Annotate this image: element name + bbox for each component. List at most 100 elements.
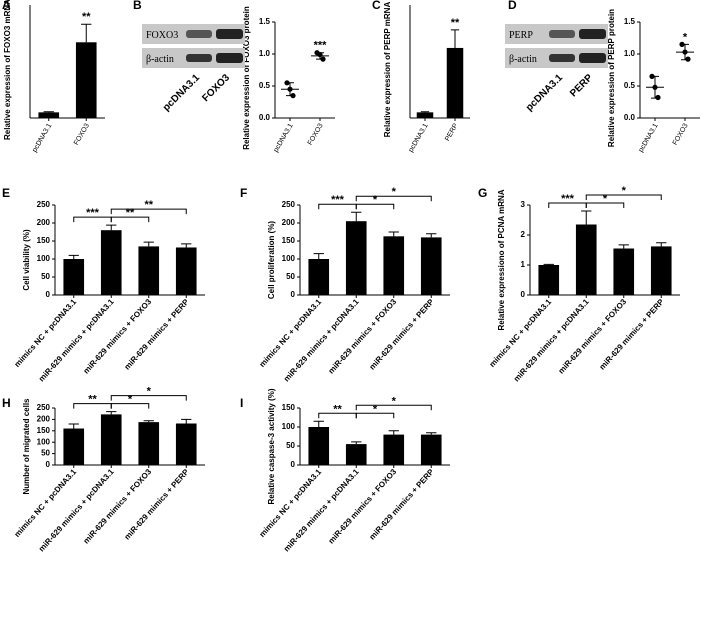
significance-bracket	[355, 404, 432, 411]
significance-label: *	[683, 31, 688, 43]
x-tick-label: miR-629 mimics + FOXO3	[557, 297, 629, 376]
x-tick-label: FOXO3	[307, 122, 325, 146]
y-tick-label: 1.0	[259, 49, 271, 58]
significance-label: ***	[86, 207, 100, 219]
x-tick-label: miR-629 mimics + pcDNA3.1	[282, 297, 361, 384]
y-tick-label: 50	[41, 272, 50, 281]
significance-label: *	[392, 395, 397, 407]
y-axis-label: Relative expression of FOXO3 mRNA	[3, 0, 12, 140]
blot-band	[549, 30, 575, 38]
y-tick-label: 1	[521, 260, 526, 269]
significance-label: ***	[314, 40, 328, 52]
bar	[100, 230, 122, 295]
y-axis-label: Relative expression of FOXO3 protein	[242, 6, 251, 150]
bar	[175, 247, 197, 295]
data-point	[685, 56, 691, 62]
panel-letter: H	[2, 396, 11, 410]
x-tick-label: miR-629 mimics + PERP	[123, 467, 192, 542]
blot-lane-label: pcDNA3.1	[524, 72, 565, 113]
significance-label: *	[373, 403, 378, 415]
y-tick-label: 2	[521, 230, 526, 239]
panel-letter: D	[508, 0, 517, 12]
bar	[308, 259, 330, 295]
y-tick-label: 0.0	[624, 113, 636, 122]
bar	[75, 42, 97, 118]
significance-bracket	[585, 194, 662, 200]
blot-lane-label: FOXO3	[200, 72, 232, 104]
error-bar	[181, 243, 192, 248]
y-tick-label: 50	[286, 441, 295, 450]
bar	[650, 246, 672, 295]
x-tick-label: pcDNA3.1	[408, 122, 430, 153]
x-tick-label: FOXO3	[672, 122, 690, 146]
y-tick-label: 250	[282, 200, 296, 209]
y-tick-label: 1.5	[259, 17, 271, 26]
y-axis-label: Relative expression of PERP protein	[607, 9, 616, 147]
bar	[575, 224, 597, 295]
bar	[138, 246, 160, 295]
significance-label: *	[373, 194, 378, 206]
y-tick-label: 0	[46, 460, 51, 469]
significance-label: *	[128, 394, 133, 406]
error-bar	[106, 411, 117, 415]
y-tick-label: 150	[282, 236, 296, 245]
error-bar	[388, 430, 399, 435]
significance-bracket	[355, 203, 395, 210]
bar	[63, 428, 85, 465]
significance-bracket	[110, 208, 187, 215]
y-tick-label: 150	[37, 426, 51, 435]
x-tick-label: miR-629 mimics + pcDNA3.1	[512, 297, 591, 384]
error-bar	[450, 29, 460, 48]
x-tick-label: pcDNA3.1	[31, 122, 53, 153]
x-tick-label: miR-629 mimics + FOXO3	[327, 467, 399, 546]
y-tick-label: 100	[282, 254, 296, 263]
bar	[613, 248, 635, 295]
significance-label: **	[333, 403, 342, 415]
x-tick-label: miR-629 mimics + FOXO3	[327, 297, 399, 376]
y-tick-label: 100	[37, 254, 51, 263]
data-point	[655, 94, 661, 101]
blot-band	[186, 30, 212, 38]
blot-band	[579, 53, 606, 63]
panel-letter: F	[240, 186, 247, 200]
significance-label: ***	[561, 193, 575, 205]
x-tick-label: miR-629 mimics + pcDNA3.1	[282, 467, 361, 554]
significance-label: *	[147, 386, 152, 398]
error-bar	[581, 210, 592, 225]
y-tick-label: 200	[37, 415, 51, 424]
error-bar	[316, 52, 324, 60]
y-tick-label: 50	[41, 449, 50, 458]
significance-bracket	[110, 403, 150, 409]
bar	[420, 237, 442, 295]
bar	[63, 259, 85, 295]
significance-label: *	[392, 186, 397, 198]
error-bar	[351, 211, 362, 222]
bar	[416, 112, 434, 118]
x-tick-label: pcDNA3.1	[638, 122, 660, 153]
y-axis-label: Cell proliferation (%)	[267, 221, 276, 300]
x-tick-label: pcDNA3.1	[273, 122, 295, 153]
panel-letter: E	[2, 186, 10, 200]
significance-label: **	[451, 17, 460, 29]
significance-label: **	[82, 11, 91, 23]
y-axis-label: Relative expressiono of PCNA mRNA	[497, 189, 506, 330]
significance-bracket	[355, 412, 395, 419]
bar	[138, 422, 160, 465]
x-tick-label: miR-629 mimics + FOXO3	[82, 467, 154, 546]
error-bar	[68, 423, 79, 429]
error-bar	[286, 82, 294, 97]
y-axis-label: Number of migrated cells	[22, 398, 31, 495]
blot-band-label: FOXO3	[146, 30, 178, 41]
blot-band	[186, 54, 212, 62]
y-axis-label: Cell viability (%)	[22, 229, 31, 291]
error-bar	[543, 263, 554, 265]
y-axis-label: Relative caspase-3 activity (%)	[267, 388, 276, 504]
x-tick-label: FOXO3	[73, 122, 91, 146]
error-bar	[106, 224, 117, 231]
blot-band	[579, 29, 606, 39]
y-tick-label: 0	[291, 460, 296, 469]
y-tick-label: 250	[37, 200, 51, 209]
error-bar	[681, 43, 689, 61]
y-tick-label: 150	[282, 403, 296, 412]
